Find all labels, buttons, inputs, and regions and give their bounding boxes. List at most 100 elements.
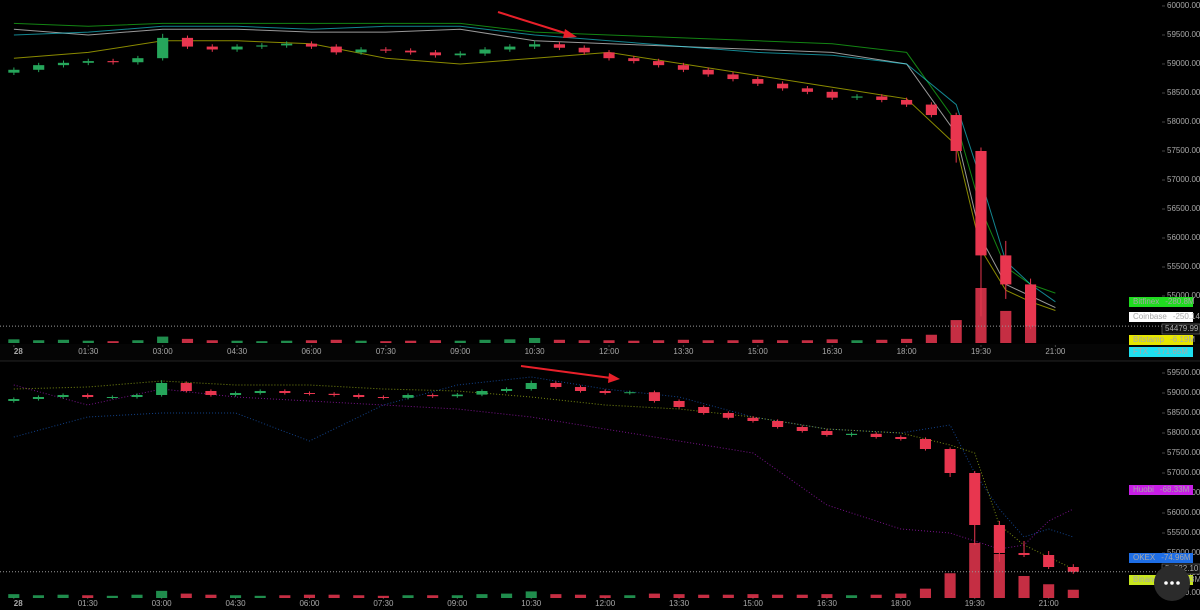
- volume-bar: [1018, 576, 1030, 598]
- y-tick-label: 55000.00: [1167, 291, 1200, 300]
- series-tag: [1129, 335, 1193, 345]
- volume-bar: [529, 337, 541, 343]
- volume-bar: [107, 341, 119, 343]
- candle-body: [895, 437, 907, 439]
- legend-name: Huobi: [1133, 485, 1154, 494]
- volume-bar: [402, 595, 414, 598]
- y-tick-label: 58000.00: [1167, 428, 1200, 437]
- volume-bar: [8, 339, 20, 343]
- candle-body: [772, 421, 784, 427]
- time-axis-strip: [0, 344, 1200, 361]
- legend-value: -250.14M: [1173, 312, 1200, 321]
- series-tag-label: Coinbase -250.14M: [1133, 312, 1200, 321]
- candle-body: [796, 427, 808, 431]
- candle-body: [529, 44, 541, 47]
- candle-body: [254, 391, 266, 393]
- volume-bar: [801, 340, 813, 343]
- candle-body: [901, 99, 913, 105]
- volume-bar: [281, 340, 293, 343]
- legend-value: -74.96M: [1161, 553, 1191, 562]
- x-tick-label: 10:30: [525, 347, 546, 356]
- x-tick-label: 04:30: [226, 599, 247, 608]
- volume-bar: [330, 339, 342, 343]
- volume-bar: [57, 594, 69, 598]
- volume-bar: [57, 339, 70, 343]
- volume-bar: [574, 594, 587, 598]
- candle-body: [722, 413, 734, 418]
- candle-body: [777, 83, 789, 89]
- candle-body: [975, 150, 987, 256]
- volume-bar: [427, 595, 439, 598]
- x-tick-label: 16:30: [817, 599, 838, 608]
- candle-body: [405, 50, 417, 53]
- volume-bar: [727, 340, 739, 343]
- volume-bar: [82, 340, 94, 343]
- volume-bar: [82, 595, 94, 598]
- volume-bar: [504, 339, 516, 343]
- x-tick-label: 18:00: [897, 347, 918, 356]
- candle-body: [919, 439, 932, 449]
- volume-bar: [1024, 324, 1037, 343]
- candle-body: [801, 88, 813, 92]
- y-tick-label: 55000.00: [1167, 548, 1200, 557]
- candle-body: [950, 115, 962, 151]
- series-tag-label: OKEX -74.96M: [1133, 553, 1191, 562]
- y-tick-label: 59000.00: [1167, 59, 1200, 68]
- x-tick-label: 01:30: [78, 347, 99, 356]
- candle-body: [603, 52, 615, 59]
- x-tick-label: 03:00: [153, 347, 174, 356]
- series-tag-label: Bitfinex -280.8M: [1133, 297, 1195, 306]
- candle-body: [1000, 255, 1012, 285]
- x-tick-label: 07:30: [376, 347, 397, 356]
- volume-bar: [925, 334, 937, 343]
- volume-bar: [845, 595, 858, 598]
- volume-bar: [32, 595, 44, 598]
- x-tick-label: 07:30: [373, 599, 394, 608]
- series-tag: [1129, 485, 1193, 495]
- candle-body: [355, 49, 367, 53]
- candle-body: [1024, 284, 1037, 327]
- candle-body: [230, 393, 242, 395]
- x-tick-label: 19:30: [965, 599, 986, 608]
- volume-bar: [599, 595, 611, 598]
- candle-body: [504, 46, 516, 50]
- x-tick-label: 21:00: [1045, 347, 1066, 356]
- candle-body: [8, 69, 20, 73]
- volume-bar: [628, 340, 640, 343]
- y-tick-label: 59500.00: [1167, 30, 1200, 39]
- candle-body: [876, 96, 888, 100]
- more-button[interactable]: [1154, 565, 1190, 601]
- volume-bar: [181, 338, 194, 343]
- x-tick-label: 21:00: [1039, 599, 1060, 608]
- candle-body: [131, 395, 143, 397]
- candle-body: [353, 395, 365, 397]
- candle-body: [1043, 555, 1055, 567]
- volume-bar: [870, 594, 882, 598]
- candle-body: [279, 391, 291, 393]
- volume-bar: [157, 336, 169, 343]
- volume-bar: [476, 594, 488, 598]
- candle-body: [157, 37, 169, 59]
- series-line: [13, 40, 1056, 311]
- series-line: [13, 380, 1074, 570]
- volume-bar: [156, 590, 168, 598]
- candle-body: [479, 49, 491, 54]
- y-tick-label: 57500.00: [1167, 448, 1200, 457]
- candle-body: [925, 104, 937, 116]
- candle-body: [451, 394, 463, 397]
- volume-bar: [578, 340, 590, 343]
- x-tick-label: 12:00: [599, 347, 620, 356]
- candle-body: [550, 383, 562, 387]
- x-tick-label: 18:00: [891, 599, 912, 608]
- y-tick-label: 57000.00: [1167, 468, 1200, 477]
- volume-bar: [895, 593, 907, 598]
- volume-bar: [106, 595, 118, 598]
- candle-body: [677, 65, 689, 70]
- volume-bar: [747, 594, 759, 598]
- legend-value: -6.19M: [1170, 335, 1195, 344]
- legend-name: FTX: [1133, 347, 1149, 356]
- candle-body: [231, 46, 243, 50]
- x-tick-label: 06:00: [299, 599, 320, 608]
